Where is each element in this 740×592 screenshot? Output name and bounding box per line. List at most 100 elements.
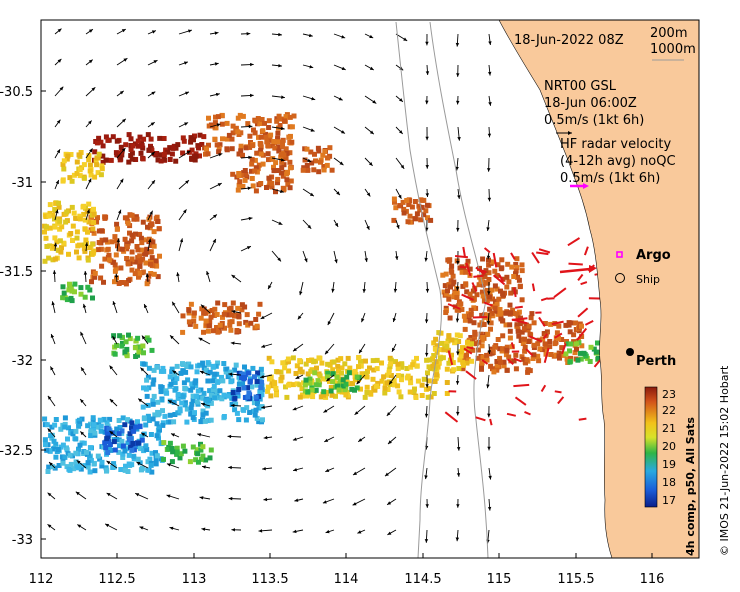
ship-label: Ship	[636, 273, 660, 286]
sst-cell	[236, 370, 242, 376]
sst-cell	[180, 368, 186, 374]
model-legend-line: 18-Jun 06:00Z	[544, 96, 637, 111]
sst-cell	[287, 159, 293, 165]
sst-cell	[134, 216, 140, 222]
sst-cell	[74, 159, 80, 165]
sst-cell	[206, 123, 212, 129]
sst-cell	[207, 369, 213, 375]
model-arrowhead	[425, 136, 429, 141]
sst-cell	[219, 112, 225, 118]
sst-cell	[53, 200, 59, 206]
sst-cell	[461, 355, 467, 361]
sst-cell	[246, 390, 252, 396]
sst-cell	[182, 386, 188, 391]
radar-arrow	[511, 317, 528, 321]
sst-cell	[160, 408, 165, 414]
model-arrowhead	[268, 285, 272, 290]
sst-cell	[393, 359, 398, 365]
sst-cell	[364, 374, 370, 380]
sst-cell	[486, 277, 492, 282]
sst-cell	[106, 426, 112, 432]
sst-cell	[158, 158, 164, 164]
sst-cell	[189, 147, 195, 153]
sst-cell	[106, 445, 112, 451]
sst-cell	[497, 311, 503, 317]
model-arrowhead	[246, 32, 251, 36]
sst-cell	[160, 365, 166, 371]
sst-cell	[522, 344, 528, 350]
model-arrowhead	[166, 463, 171, 467]
sst-cell	[289, 124, 295, 130]
sst-cell	[317, 373, 323, 379]
radar-arrow	[538, 316, 546, 327]
model-legend-line: NRT00 GSL	[544, 79, 617, 94]
model-arrowhead	[309, 192, 314, 197]
isobath-200m	[429, 21, 489, 558]
sst-cell	[271, 139, 277, 144]
sst-cell	[161, 368, 167, 374]
model-arrowhead	[325, 468, 330, 472]
sst-cell	[82, 226, 88, 232]
sst-cell	[273, 189, 278, 195]
sst-cell	[103, 237, 109, 243]
radar-arrow	[510, 342, 515, 349]
model-arrowhead	[352, 502, 357, 506]
model-arrowhead	[106, 460, 111, 465]
sst-cell	[148, 271, 154, 276]
model-arrowhead	[456, 227, 460, 232]
sst-cell	[200, 453, 206, 459]
sst-cell	[506, 354, 512, 360]
sst-cell	[220, 314, 225, 320]
sst-cell	[158, 384, 164, 390]
sst-cell	[479, 312, 485, 318]
sst-cell	[87, 245, 93, 251]
sst-cell	[494, 367, 500, 373]
sst-cell	[221, 414, 227, 419]
radar-legend-line: HF radar velocity	[560, 137, 672, 152]
sst-cell	[285, 181, 291, 187]
sst-cell	[431, 391, 437, 396]
sst-cell	[254, 169, 260, 175]
sst-cell	[236, 151, 242, 157]
sst-cell	[129, 150, 135, 156]
sst-cell	[531, 352, 537, 358]
sst-cell	[280, 360, 286, 366]
sst-cell	[92, 174, 98, 180]
sst-cell	[193, 153, 199, 159]
sst-cell	[340, 383, 346, 389]
sst-cell	[123, 339, 129, 345]
model-arrowhead	[170, 335, 174, 340]
sst-cell	[513, 271, 518, 277]
sst-cell	[98, 275, 104, 281]
sst-cell	[303, 377, 309, 383]
sst-cell	[382, 385, 388, 391]
sst-cell	[106, 439, 112, 444]
model-arrowhead	[214, 31, 219, 35]
sst-cell	[461, 313, 467, 319]
sst-cell	[135, 419, 140, 425]
sst-cell	[46, 464, 52, 470]
sst-cell	[451, 279, 457, 285]
sst-cell	[568, 355, 574, 361]
radar-arrow	[551, 320, 564, 326]
sst-cell	[487, 306, 493, 312]
sst-cell	[132, 141, 138, 147]
sst-cell	[197, 362, 203, 368]
sst-cell	[158, 152, 164, 158]
sst-cell	[467, 291, 473, 297]
sst-cell	[268, 132, 274, 138]
sst-cell	[50, 212, 56, 218]
radar-legend-line: 0.5m/s (1kt 6h)	[560, 171, 660, 186]
model-arrowhead	[86, 209, 90, 214]
sst-cell	[185, 377, 191, 383]
sst-cell	[42, 229, 47, 235]
model-arrowhead	[139, 526, 144, 530]
sst-cell	[238, 148, 244, 154]
sst-cell	[204, 146, 209, 152]
model-arrowhead	[248, 124, 253, 129]
sst-cell	[120, 455, 126, 460]
model-arrowhead	[55, 180, 59, 185]
sst-cell	[112, 351, 118, 357]
radar-arrow	[577, 273, 584, 282]
sst-cell	[129, 267, 135, 273]
